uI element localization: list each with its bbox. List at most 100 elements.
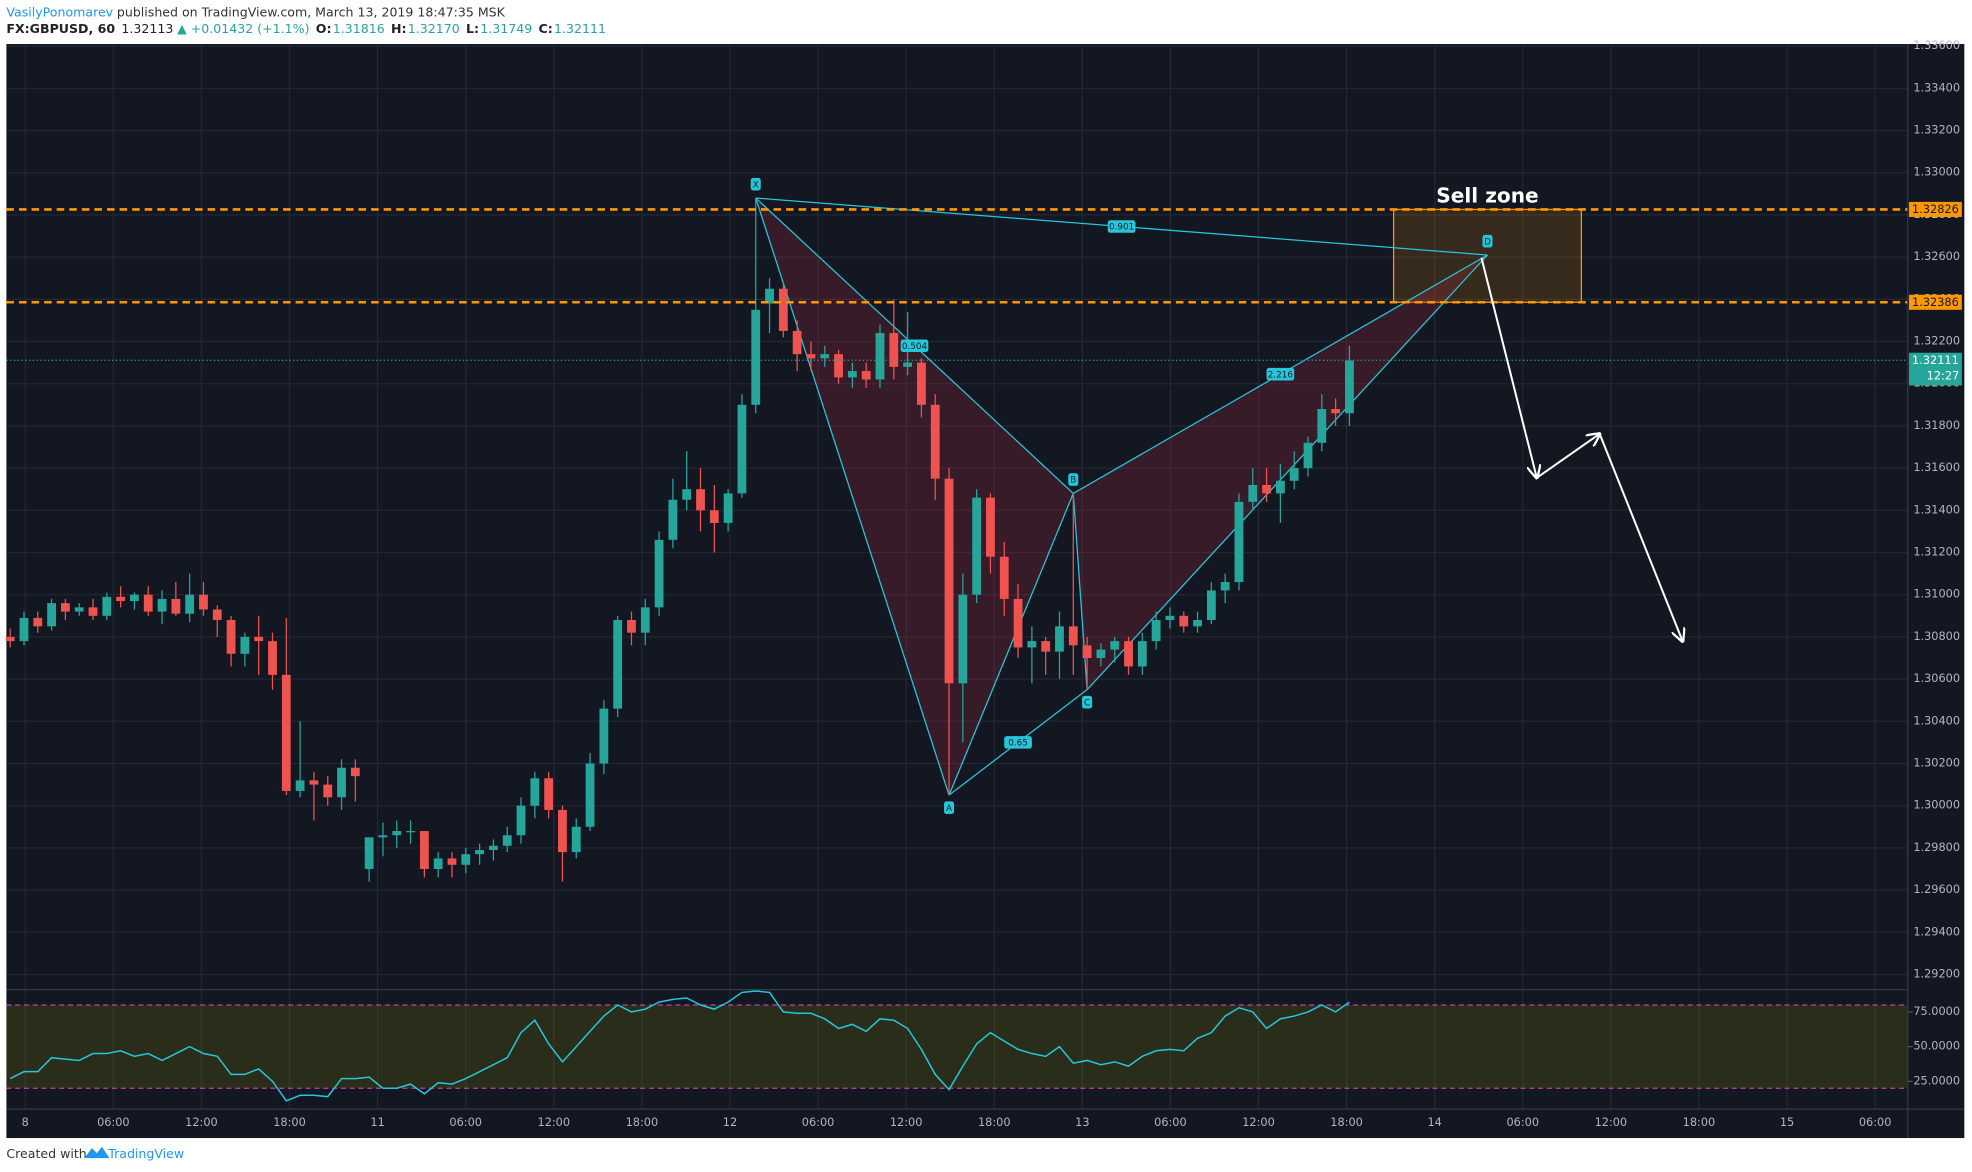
- symbol: FX:GBPUSD, 60: [6, 20, 115, 35]
- rsi-line: [9, 990, 1350, 1102]
- candle-body: [972, 497, 982, 595]
- candle-body: [5, 636, 15, 642]
- candle-body: [778, 288, 788, 331]
- footer-brand[interactable]: TradingView: [107, 1146, 184, 1161]
- rsi-tick-label: 25.0000: [1913, 1074, 1960, 1087]
- y-tick-label: 1.29800: [1913, 841, 1960, 854]
- symbol-line: FX:GBPUSD, 60 1.32113 ▲ +0.01432 (+1.1%) O:…: [6, 20, 606, 35]
- candle-body: [1082, 645, 1092, 658]
- y-tick-label: 1.33000: [1913, 166, 1960, 179]
- candle-body: [558, 809, 567, 853]
- rsi-tick-label: 50.0000: [1913, 1040, 1960, 1053]
- candle-body: [226, 620, 236, 654]
- candle-body: [875, 333, 885, 380]
- candle-body: [944, 478, 954, 684]
- y-tick-label: 1.31600: [1913, 461, 1960, 474]
- candle-body: [1137, 641, 1147, 667]
- candle-body: [116, 596, 126, 602]
- y-tick-label: 1.32200: [1913, 335, 1960, 348]
- point-tag: [1068, 473, 1079, 486]
- ratio-tag: [1266, 367, 1295, 381]
- y-tick-label: 1.31200: [1913, 546, 1960, 559]
- ohlc-label: L:: [466, 20, 479, 35]
- candle-body: [530, 778, 540, 806]
- projection-arrows: [1480, 257, 1683, 642]
- x-tick-label: 12:00: [1595, 1116, 1628, 1129]
- countdown: 12:27: [1927, 370, 1960, 383]
- point-label: D: [1484, 237, 1491, 247]
- x-tick-label: 12:00: [538, 1116, 571, 1129]
- chart-bg: [6, 44, 1965, 1139]
- author[interactable]: VasilyPonomarev: [6, 4, 113, 19]
- x-tick-label: 18:00: [1330, 1116, 1363, 1129]
- x-tick-label: 18:00: [626, 1116, 659, 1129]
- x-tick-label: 06:00: [1859, 1116, 1892, 1129]
- x-tick-label: 15: [1780, 1116, 1794, 1129]
- candle-body: [364, 837, 374, 869]
- x-tick-label: 06:00: [97, 1116, 130, 1129]
- footer-text: Created with: [6, 1146, 86, 1161]
- candle-body: [392, 831, 402, 836]
- ratio-label: 0.65: [1008, 739, 1028, 749]
- x-tick-label: 06:00: [1154, 1116, 1187, 1129]
- y-tick-label: 1.30600: [1913, 672, 1960, 685]
- ratio-label: 2.216: [1268, 370, 1294, 380]
- candle-body: [917, 362, 926, 405]
- candle-body: [544, 778, 554, 810]
- x-tick-label: 11: [370, 1116, 384, 1129]
- candle-body: [19, 617, 29, 642]
- x-tick-label: 18:00: [1683, 1116, 1716, 1129]
- x-tick-label: 18:00: [273, 1116, 306, 1129]
- change: ▲ +0.01432 (+1.1%): [177, 20, 309, 35]
- ohlc-value: 1.31816: [333, 20, 385, 35]
- candle-body: [585, 763, 595, 827]
- candle-body: [143, 594, 153, 612]
- pattern-leg: [755, 197, 950, 796]
- level-label: 1.32826: [1912, 203, 1959, 216]
- candle-body: [1289, 468, 1299, 481]
- ohlc-label: C:: [539, 20, 553, 35]
- x-tick-label: 12:00: [185, 1116, 218, 1129]
- y-tick-label: 1.31400: [1913, 503, 1960, 516]
- candle-body: [1013, 598, 1023, 648]
- x-tick-label: 06:00: [1506, 1116, 1539, 1129]
- candle-body: [1303, 442, 1313, 469]
- x-tick-label: 12:00: [890, 1116, 923, 1129]
- x-tick-label: 12: [723, 1116, 737, 1129]
- candle-body: [433, 858, 443, 869]
- candle-body: [1317, 409, 1327, 443]
- y-tick-label: 1.30000: [1913, 799, 1960, 812]
- point-tag: [943, 801, 955, 815]
- arrow: [1536, 434, 1600, 479]
- candle-body: [723, 493, 733, 523]
- candle-body: [130, 594, 139, 602]
- ohlc-label: H:: [391, 20, 407, 35]
- candle-body: [903, 362, 913, 367]
- candle-body: [613, 620, 623, 709]
- candle-body: [1165, 615, 1175, 621]
- y-tick-label: 1.33400: [1913, 81, 1960, 94]
- candle-body: [378, 835, 388, 838]
- candle-body: [447, 858, 457, 865]
- candle-body: [1068, 626, 1078, 646]
- arrow: [1598, 433, 1683, 641]
- x-tick-label: 14: [1427, 1116, 1441, 1129]
- candle-body: [1124, 641, 1133, 667]
- x-tick-label: 8: [22, 1116, 29, 1129]
- candle-body: [240, 636, 250, 654]
- ohlc-label: O:: [316, 20, 332, 35]
- candle-body: [461, 854, 471, 865]
- candle-body: [268, 641, 277, 675]
- candle-body: [668, 499, 678, 540]
- candle-body: [696, 489, 705, 511]
- candle-body: [1275, 480, 1285, 494]
- candle-body: [254, 636, 264, 642]
- candle-body: [419, 831, 429, 869]
- candle-body: [654, 539, 664, 608]
- published: published on TradingView.com, March 13, …: [117, 4, 506, 19]
- candle-body: [60, 603, 70, 612]
- pattern-leg: [948, 493, 1074, 796]
- candle-body: [889, 333, 899, 367]
- x-tick-label: 06:00: [449, 1116, 482, 1129]
